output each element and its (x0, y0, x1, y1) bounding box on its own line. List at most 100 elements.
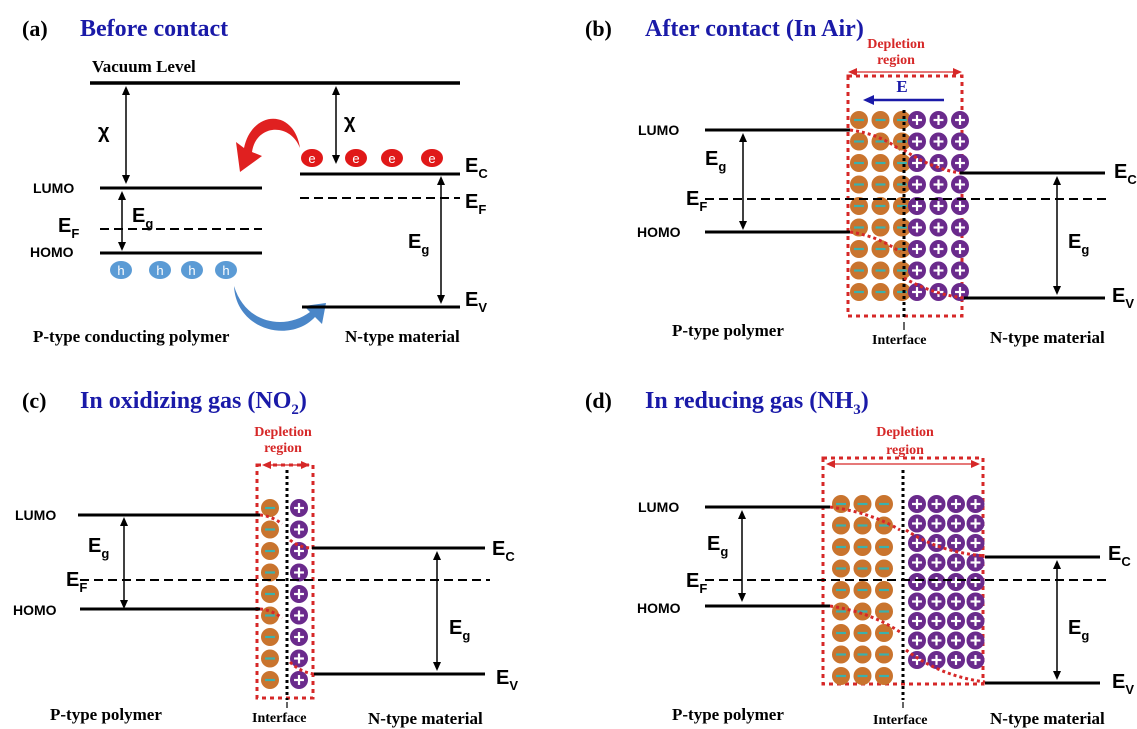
homo-label-b: HOMO (637, 224, 681, 240)
homo-label-c: HOMO (13, 602, 57, 618)
depletion-charges-b (850, 111, 969, 301)
chi-label-right: χ (344, 111, 356, 133)
ec-label-d: EC (1108, 543, 1131, 569)
right-material-label-c: N-type material (368, 709, 483, 728)
hole-transfer-arrow (234, 286, 326, 331)
eg-label-right-a: Eg (408, 231, 429, 257)
ec-bend-d (905, 528, 986, 558)
lumo-label-d: LUMO (638, 499, 679, 515)
depletion-charges-d (832, 495, 985, 685)
interface-label-b: Interface (872, 333, 926, 348)
interface-label-d: Interface (873, 713, 927, 728)
hole-label-1: h (117, 263, 124, 278)
electron-2 (345, 149, 367, 167)
ev-label-b: EV (1112, 285, 1134, 311)
panel-a-title: Before contact (80, 16, 228, 42)
ec-label-a: EC (465, 155, 488, 181)
panel-a-letter: (a) (22, 16, 48, 41)
lumo-bend-c (259, 513, 283, 526)
electron-label-1: e (308, 151, 315, 166)
ec-label-c: EC (492, 538, 515, 564)
panel-d-letter: (d) (585, 388, 612, 413)
interface-label-c: Interface (252, 711, 306, 726)
electron-label-2: e (352, 151, 359, 166)
ev-bend-d (905, 648, 986, 684)
right-material-label-d: N-type material (990, 709, 1105, 728)
hole-label-2: h (156, 263, 163, 278)
hole-label-3: h (188, 263, 195, 278)
electron-label-4: e (428, 151, 435, 166)
ev-bend-c (288, 660, 315, 676)
ef-label-d: EF (686, 570, 707, 596)
left-material-label-d: P-type polymer (672, 705, 784, 724)
homo-label-a: HOMO (30, 244, 74, 260)
electron-4 (421, 149, 443, 167)
lumo-label-c: LUMO (15, 507, 56, 523)
left-material-label-b: P-type polymer (672, 321, 784, 340)
electron-1 (301, 149, 323, 167)
depletion-label-c-1: Depletion (254, 425, 312, 440)
left-material-label-c: P-type polymer (50, 705, 162, 724)
ef-label-b: EF (686, 188, 707, 214)
panel-c-letter: (c) (22, 388, 46, 413)
hole-3 (181, 261, 203, 279)
depletion-box-c (255, 463, 315, 700)
ef-label-c: EF (66, 569, 87, 595)
electron-label-3: e (388, 151, 395, 166)
hole-1 (110, 261, 132, 279)
homo-label-d: HOMO (637, 600, 681, 616)
hole-4 (215, 261, 237, 279)
depletion-label-b-2: region (877, 53, 915, 68)
panel-c-title: In oxidizing gas (NO2) (80, 388, 307, 418)
lumo-label-a: LUMO (33, 180, 74, 196)
ec-label-b: EC (1114, 161, 1137, 187)
panel-b: (b) After contact (In Air) Depletion reg… (585, 16, 1137, 348)
left-material-label-a: P-type conducting polymer (33, 327, 230, 346)
vacuum-level-label: Vacuum Level (92, 57, 196, 76)
eg-label-left-d: Eg (707, 533, 728, 559)
ev-label-d: EV (1112, 671, 1134, 697)
eg-label-right-d: Eg (1068, 617, 1089, 643)
panel-c: (c) In oxidizing gas (NO2) Depletion reg… (13, 388, 518, 728)
eg-label-left-b: Eg (705, 148, 726, 174)
lumo-label-b: LUMO (638, 122, 679, 138)
ef-label-left-a: EF (58, 215, 79, 241)
field-label-b: E (896, 77, 907, 96)
homo-bend-c (259, 607, 283, 620)
ef-label-right-a: EF (465, 191, 486, 217)
depletion-label-b-1: Depletion (867, 37, 925, 52)
ec-bend-b (903, 148, 961, 175)
panel-a: (a) Before contact Vacuum Level χ LUMO E… (22, 16, 488, 346)
panel-d: (d) In reducing gas (NH3) Depletion regi… (585, 388, 1134, 728)
depletion-charges-c (261, 499, 308, 689)
electron-transfer-arrow (236, 118, 300, 172)
panel-b-letter: (b) (585, 16, 612, 41)
homo-bend-b (849, 230, 901, 254)
lumo-bend-b (849, 128, 901, 152)
eg-label-left-c: Eg (88, 535, 109, 561)
eg-label-right-b: Eg (1068, 231, 1089, 257)
ec-bend-c (289, 538, 313, 550)
panel-b-title: After contact (In Air) (645, 16, 864, 42)
lumo-bend-d (829, 505, 901, 532)
depletion-label-c-2: region (264, 441, 302, 456)
right-material-label-b: N-type material (990, 328, 1105, 347)
ev-bend-b (903, 276, 965, 300)
hole-label-4: h (222, 263, 229, 278)
panel-d-title: In reducing gas (NH3) (645, 388, 869, 418)
right-material-label-a: N-type material (345, 327, 460, 346)
depletion-box-d (821, 456, 985, 686)
eg-label-left-a: Eg (132, 205, 153, 231)
electrons-group: e e e e (301, 149, 443, 167)
holes-group: h h h h (110, 261, 237, 279)
depletion-label-d-2: region (886, 443, 924, 458)
ev-label-c: EV (496, 667, 518, 693)
hole-2 (149, 261, 171, 279)
electron-3 (381, 149, 403, 167)
ev-label-a: EV (465, 289, 487, 315)
depletion-label-d-1: Depletion (876, 425, 934, 440)
eg-label-right-c: Eg (449, 617, 470, 643)
chi-label-left: χ (98, 121, 110, 143)
homo-bend-d (829, 604, 901, 634)
